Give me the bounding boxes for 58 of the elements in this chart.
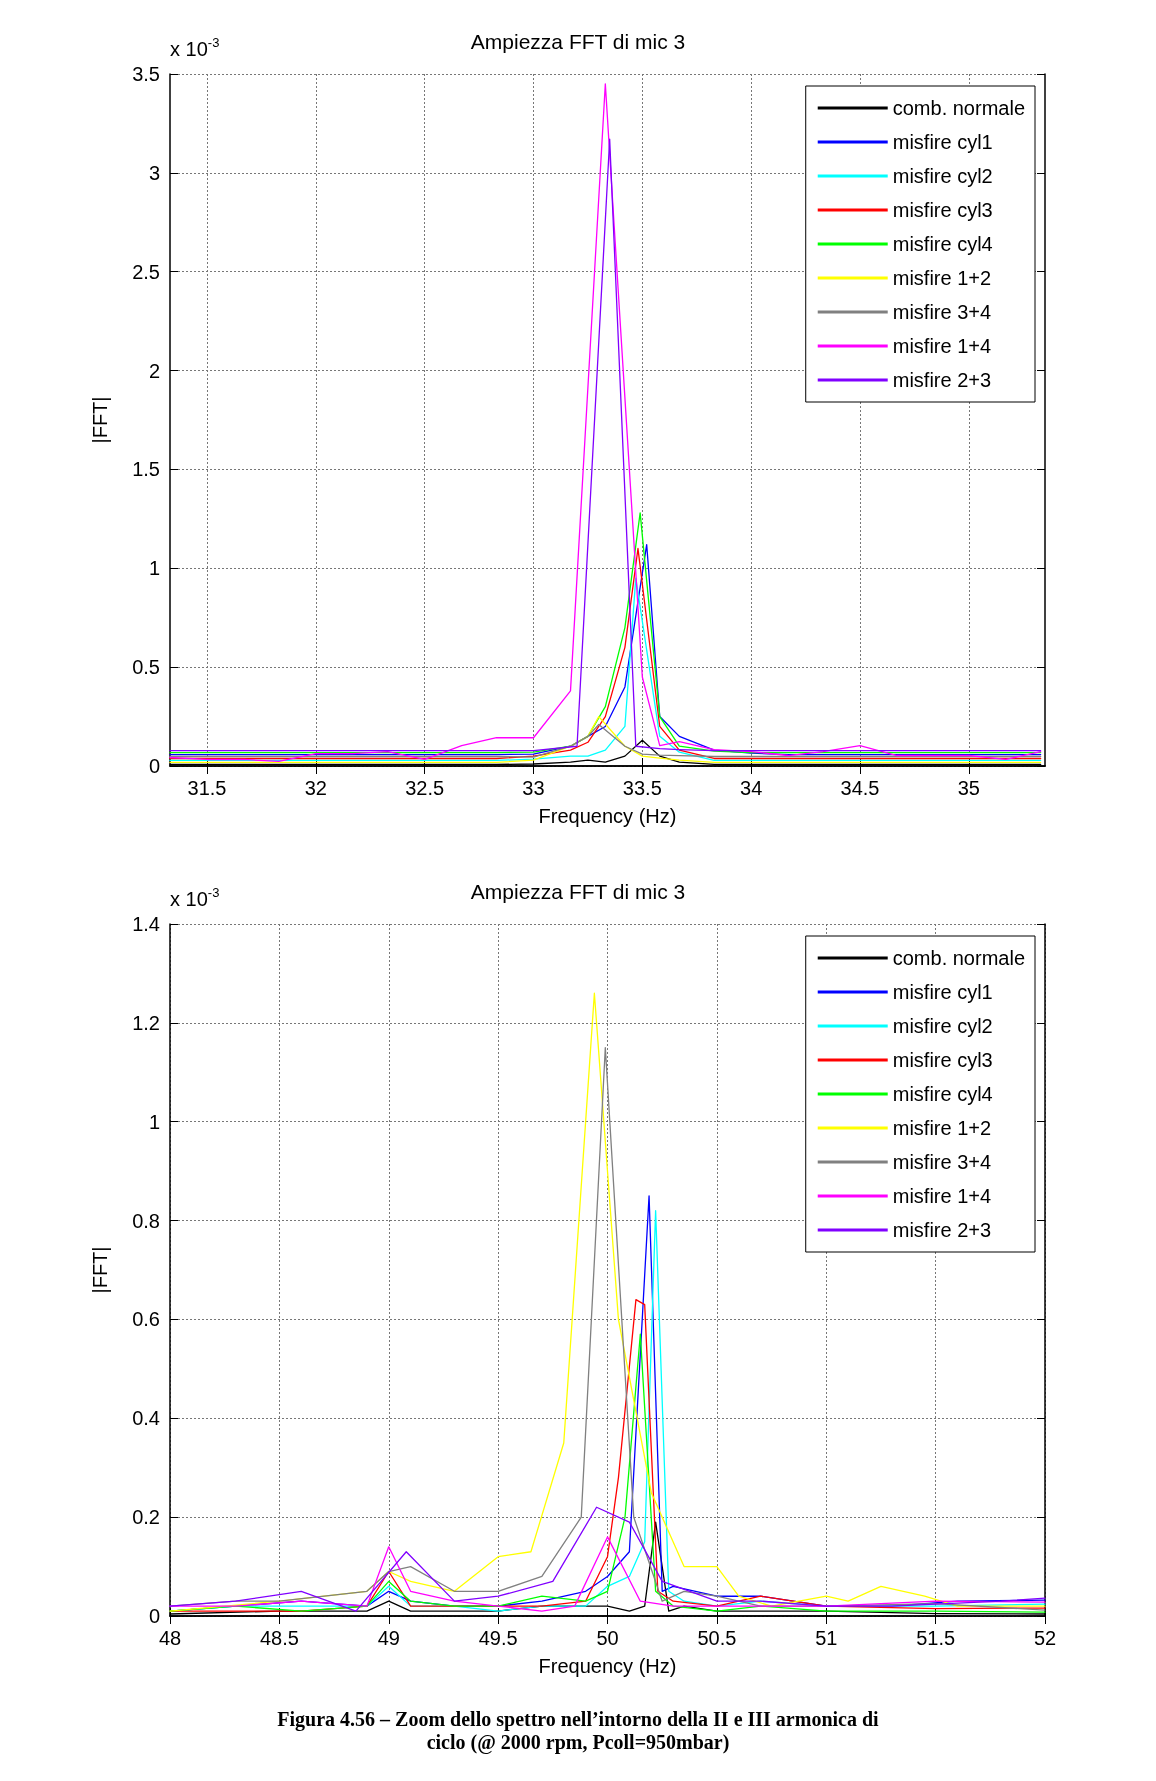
x-tick-label: 49.5 xyxy=(478,1627,518,1649)
text: Figura 4.56 – Zoom dello spettro nell’intorno della II e III armonica di ciclo (@ 2000 rpm, Pcoll=950mbar) xyxy=(276,1708,880,1754)
x-tick-label: 50 xyxy=(596,1627,619,1649)
legend-label: misfire 1+2 xyxy=(892,267,992,289)
legend-label: misfire cyl4 xyxy=(892,233,993,255)
legend-label: misfire cyl2 xyxy=(892,165,993,187)
legend-label: misfire 3+4 xyxy=(892,1151,992,1173)
legend-label: misfire cyl3 xyxy=(892,199,993,221)
y-tick-label: 0.4 xyxy=(132,1407,160,1430)
x-tick-label: 51 xyxy=(815,1627,838,1649)
legend-label: misfire cyl3 xyxy=(892,1049,993,1071)
legend-label: misfire cyl2 xyxy=(892,1015,993,1037)
x-tick-label: 48 xyxy=(158,1627,182,1649)
legend-label: misfire 1+2 xyxy=(892,1117,992,1139)
y-tick-label: 0.6 xyxy=(132,1308,160,1331)
x-tick-label: 52 xyxy=(1033,1627,1057,1649)
y-tick-label: 1.4 xyxy=(132,913,160,935)
legend-label: misfire 2+3 xyxy=(892,369,992,391)
legend-label: misfire cyl1 xyxy=(892,131,993,153)
x-tick-label: 49 xyxy=(377,1627,400,1649)
legend-label: misfire 3+4 xyxy=(892,301,992,323)
legend-label: misfire 1+4 xyxy=(892,335,992,357)
x-tick-label: 51.5 xyxy=(916,1627,956,1649)
x-tick-label: 32.5 xyxy=(405,777,445,799)
legend-label: comb. normale xyxy=(892,97,1026,119)
y-tick-label: 0.8 xyxy=(132,1209,160,1232)
y-tick-label: 1 xyxy=(148,557,160,580)
x-tick-label: 34 xyxy=(740,777,763,799)
x-tick-label: 34.5 xyxy=(840,777,880,799)
y-axis-title: |FFT| xyxy=(89,1246,111,1294)
x-axis-title: Frequency (Hz) xyxy=(538,1655,677,1677)
x-tick-label: 48.5 xyxy=(259,1627,299,1649)
y-tick-label: 3.5 xyxy=(132,63,160,85)
legend-label: misfire 2+3 xyxy=(892,1219,992,1241)
x-tick-label: 50.5 xyxy=(697,1627,737,1649)
y-tick-label: 1.5 xyxy=(132,458,160,481)
y-tick-label: 0.2 xyxy=(132,1506,160,1529)
x-tick-label: 33.5 xyxy=(622,777,662,799)
x-axis-title: Frequency (Hz) xyxy=(538,805,677,827)
legend-label: misfire cyl1 xyxy=(892,981,993,1003)
legend-label: misfire 1+4 xyxy=(892,1185,992,1207)
y-tick-label: 0 xyxy=(148,755,160,777)
x-tick-label: 35 xyxy=(957,777,980,799)
x-tick-label: 32 xyxy=(304,777,327,799)
y-tick-label: 1 xyxy=(148,1110,160,1133)
chart-title: Ampiezza FFT di mic 3 xyxy=(470,880,686,903)
y-tick-label: 1.2 xyxy=(132,1011,160,1034)
y-tick-label: 0 xyxy=(148,1605,160,1627)
chart-title: Ampiezza FFT di mic 3 xyxy=(470,30,686,53)
legend-label: comb. normale xyxy=(892,947,1026,969)
y-axis-title: |FFT| xyxy=(89,396,111,444)
x-tick-label: 31.5 xyxy=(187,777,227,799)
legend-label: misfire cyl4 xyxy=(892,1083,993,1105)
y-tick-label: 2.5 xyxy=(132,260,160,283)
y-tick-label: 2 xyxy=(148,359,160,382)
y-tick-label: 3 xyxy=(148,161,160,184)
x-tick-label: 33 xyxy=(522,777,545,799)
y-tick-label: 0.5 xyxy=(132,656,160,679)
